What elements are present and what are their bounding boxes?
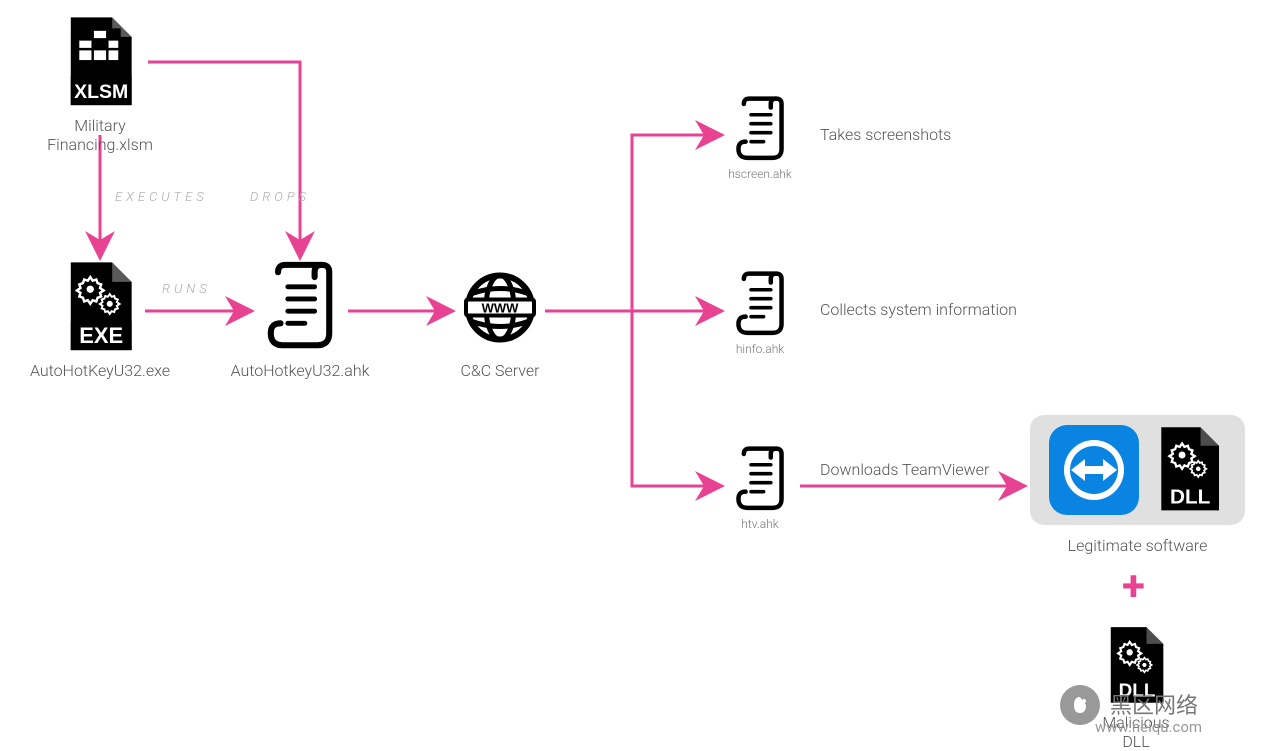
node-exe: EXE AutoHotKeyU32.exe xyxy=(55,260,145,380)
watermark-brand: 黑区网络 xyxy=(1110,688,1198,720)
node-htv: htv.ahk xyxy=(725,445,795,531)
script-icon-small xyxy=(731,445,789,515)
node-www: WWW C&C Server xyxy=(455,260,545,380)
exe-file-icon: EXE xyxy=(60,260,140,355)
www-globe-icon: WWW xyxy=(460,260,540,355)
hinfo-sublabel: hinfo.ahk xyxy=(736,342,784,356)
script-icon xyxy=(260,260,340,355)
www-label: C&C Server xyxy=(460,361,539,380)
node-hscreen: hscreen.ahk xyxy=(725,95,795,181)
hscreen-sublabel: hscreen.ahk xyxy=(728,167,792,181)
xlsm-label: Military Financing.xlsm xyxy=(47,116,153,154)
node-xlsm: XLSM Military Financing.xlsm xyxy=(55,15,145,154)
exe-label: AutoHotKeyU32.exe xyxy=(30,361,170,380)
svg-text:DLL: DLL xyxy=(1169,485,1210,508)
teamviewer-icon xyxy=(1049,425,1139,515)
script-icon-small xyxy=(731,95,789,165)
svg-text:EXE: EXE xyxy=(79,323,123,348)
software-box: DLL xyxy=(1030,415,1245,525)
arrows-layer xyxy=(0,0,1283,750)
htv-sublabel: htv.ahk xyxy=(741,517,778,531)
watermark-logo xyxy=(1060,685,1100,725)
hscreen-desc: Takes screenshots xyxy=(820,125,951,144)
script-icon-small xyxy=(731,270,789,340)
edge-label-runs: RUNS xyxy=(162,282,211,297)
svg-text:WWW: WWW xyxy=(482,301,520,316)
edge-label-executes: EXECUTES xyxy=(115,190,208,205)
ahk-label: AutoHotkeyU32.ahk xyxy=(231,361,370,380)
svg-text:XLSM: XLSM xyxy=(74,81,128,103)
plus-sign: + xyxy=(1122,562,1145,611)
dll-file-icon: DLL xyxy=(1151,425,1227,515)
node-hinfo: hinfo.ahk xyxy=(725,270,795,356)
xlsm-file-icon: XLSM xyxy=(60,15,140,110)
node-ahk: AutoHotkeyU32.ahk xyxy=(255,260,345,380)
software-label: Legitimate software xyxy=(1030,536,1245,555)
htv-desc: Downloads TeamViewer xyxy=(820,460,989,479)
hinfo-desc: Collects system information xyxy=(820,300,1017,319)
watermark-url: www.heiqu.com xyxy=(1095,718,1202,736)
edge-label-drops: DROPS xyxy=(250,190,310,205)
